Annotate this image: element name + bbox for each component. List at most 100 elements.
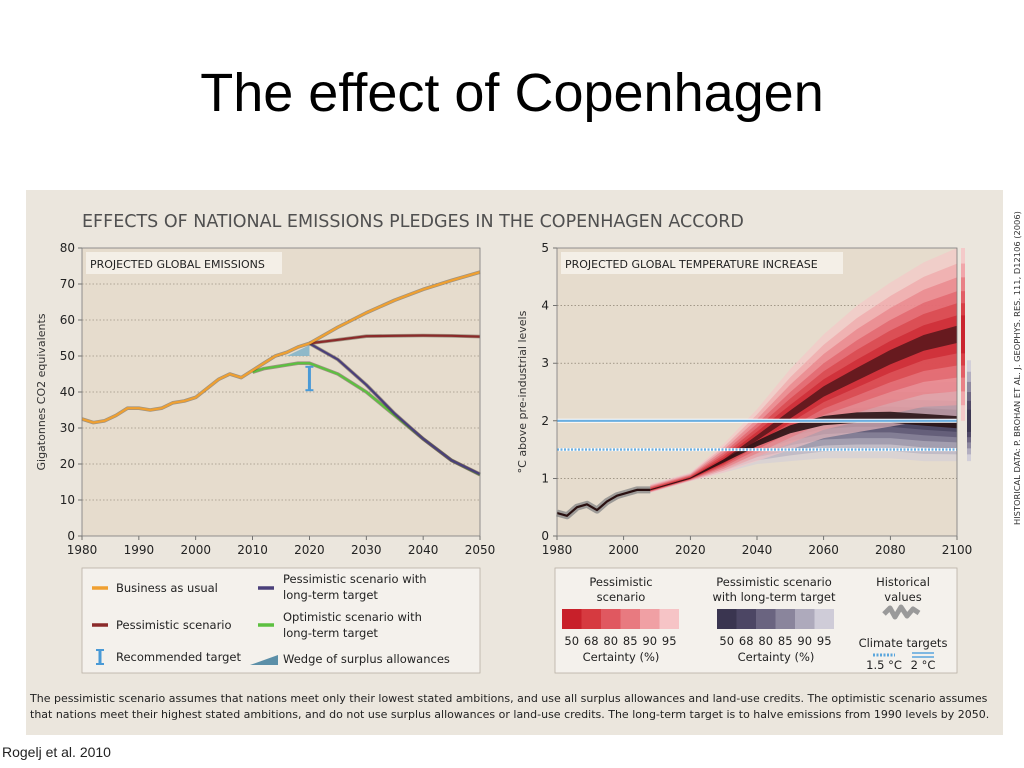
pess-certainty-95: 95	[662, 634, 677, 648]
legend-pess-lt-title-2: with long-term target	[713, 590, 836, 604]
bau-line	[81, 271, 481, 424]
emissions-ytick-label: 80	[60, 241, 75, 255]
figure-footnote-line-1: The pessimistic scenario assumes that na…	[29, 692, 988, 705]
side-note-svg: HISTORICAL DATA: P. BROHAN ET AL. J. GEO…	[1012, 211, 1022, 525]
legend-opt-lt-label-2: long-term target	[283, 626, 378, 640]
emissions-xtick-label: 2020	[294, 543, 325, 557]
temperature-ytick-label: 5	[541, 241, 549, 255]
legend-rec-swatch	[96, 649, 104, 665]
emissions-title-box	[86, 252, 282, 274]
pess-swatch-95	[659, 609, 679, 629]
temperature-xtick-label: 2100	[942, 543, 973, 557]
legend-pess-certainty-swatches	[562, 609, 679, 629]
legend-pess-lt-title-1: Pessimistic scenario	[716, 575, 832, 589]
emissions-title: PROJECTED GLOBAL EMISSIONS	[90, 258, 265, 271]
legend-wedge-swatch	[250, 655, 278, 665]
slide-title: The effect of Copenhagen	[200, 63, 824, 123]
pess-lt-range-bar	[967, 409, 971, 432]
figure-heading: EFFECTS OF NATIONAL EMISSIONS PLEDGES IN…	[82, 212, 744, 232]
legend-target-15-label: 1.5 °C	[866, 658, 902, 672]
pessimistic-line	[309, 334, 481, 345]
emissions-frame	[81, 247, 481, 537]
pess-lt-swatch-85	[775, 609, 795, 629]
emissions-xtick-label: 1990	[124, 543, 155, 557]
emissions-legend-box	[81, 567, 481, 674]
pess-lt-swatch-68	[736, 609, 756, 629]
legend-hist-swatch	[882, 604, 921, 620]
emissions-legend: Business as usual Pessimistic scenario R…	[81, 567, 481, 674]
wedge-of-surplus-allowances	[286, 345, 310, 356]
pess-swatch-68	[581, 609, 601, 629]
emissions-ytick-label: 50	[60, 349, 75, 363]
emissions-xtick-label: 2050	[465, 543, 496, 557]
legend-pess-lt-label-1: Pessimistic scenario with	[283, 572, 427, 586]
figure-footnote-line-2: that nations meet their highest stated a…	[30, 708, 989, 721]
pess-certainty-50: 50	[564, 634, 579, 648]
emissions-ytick-label: 70	[60, 277, 75, 291]
legend-pess-lt-certainty-label: Certainty (%)	[738, 650, 815, 664]
emissions-ytick-label: 10	[60, 493, 75, 507]
legend-climate-targets-label: Climate targets	[859, 636, 948, 650]
legend-pess-lt-label-2: long-term target	[283, 588, 378, 602]
pess-swatch-85	[620, 609, 640, 629]
emissions-ytick-label: 60	[60, 313, 75, 327]
temperature-ytick-label: 3	[541, 356, 549, 370]
credit-text: Rogelj et al. 2010	[2, 744, 111, 760]
figure-panel: EFFECTS OF NATIONAL EMISSIONS PLEDGES IN…	[26, 190, 1003, 735]
pess-certainty-68: 68	[584, 634, 599, 648]
temperature-xtick-label: 1980	[542, 543, 573, 557]
emissions-xtick-label: 1980	[67, 543, 98, 557]
emissions-xtick-label: 2040	[408, 543, 439, 557]
temperature-frame	[556, 247, 958, 537]
temperature-xtick-label: 2040	[742, 543, 773, 557]
temperature-ytick-label: 1	[541, 471, 549, 485]
side-note: HISTORICAL DATA: P. BROHAN ET AL. J. GEO…	[1012, 211, 1022, 525]
temperature-ytick-label: 4	[541, 299, 549, 313]
legend-hist-title-1: Historical	[876, 575, 930, 589]
legend-bau-label: Business as usual	[116, 581, 218, 595]
emissions-ytick-label: 0	[67, 529, 75, 543]
legend-pess-lt-certainty-swatches	[717, 609, 834, 629]
temperature-ylabel: °C above pre-industrial levels	[516, 310, 529, 473]
emissions-ytick-label: 30	[60, 421, 75, 435]
historical-values-line	[556, 488, 651, 517]
emissions-ytick-label: 40	[60, 385, 75, 399]
temperature-title-box	[561, 252, 843, 274]
pess-range-bar	[961, 315, 965, 354]
legend-wedge-label: Wedge of surplus allowances	[283, 652, 450, 666]
legend-pess-title-2: scenario	[597, 590, 646, 604]
pess-lt-swatch-90	[795, 609, 815, 629]
emissions-ylabel: Gigatonnes CO2 equivalents	[35, 313, 48, 470]
pess-swatch-50	[562, 609, 582, 629]
temperature-ytick-label: 2	[541, 414, 549, 428]
temperature-xtick-label: 2020	[675, 543, 706, 557]
pess-lt-swatch-80	[756, 609, 776, 629]
pess-lt-certainty-90: 90	[797, 634, 812, 648]
temperature-ytick-label: 0	[541, 529, 549, 543]
emissions-ytick-label: 20	[60, 457, 75, 471]
temperature-legend: Pessimistic scenario 50 68 80 85 90 95 Certai…	[554, 567, 958, 674]
emissions-xtick-label: 2010	[237, 543, 268, 557]
legend-target-2-label: 2 °C	[911, 658, 936, 672]
pess-certainty-90: 90	[642, 634, 657, 648]
pess-lt-certainty-68: 68	[739, 634, 754, 648]
pess-lt-certainty-50: 50	[719, 634, 734, 648]
emissions-xtick-label: 2030	[351, 543, 382, 557]
legend-hist-title-2: values	[884, 590, 921, 604]
pessimistic-lt-line	[308, 342, 481, 476]
pess-swatch-80	[601, 609, 621, 629]
pess-certainty-85: 85	[623, 634, 638, 648]
temperature-title: PROJECTED GLOBAL TEMPERATURE INCREASE	[565, 258, 818, 271]
pess-lt-swatch-95	[814, 609, 834, 629]
temperature-xtick-label: 2060	[808, 543, 839, 557]
legend-rec-label: Recommended target	[116, 650, 241, 664]
pess-lt-certainty-85: 85	[778, 634, 793, 648]
legend-pess-title-1: Pessimistic	[589, 575, 652, 589]
temperature-chart: 0 1 2 3 4 5 1980 2000 2020 2040 2060 2080 2100 PROJE…	[516, 241, 972, 557]
temperature-xtick-label: 2000	[608, 543, 639, 557]
pess-lt-certainty-95: 95	[817, 634, 832, 648]
pess-swatch-90	[640, 609, 660, 629]
pess-lt-swatch-50	[717, 609, 737, 629]
pess-certainty-80: 80	[603, 634, 618, 648]
